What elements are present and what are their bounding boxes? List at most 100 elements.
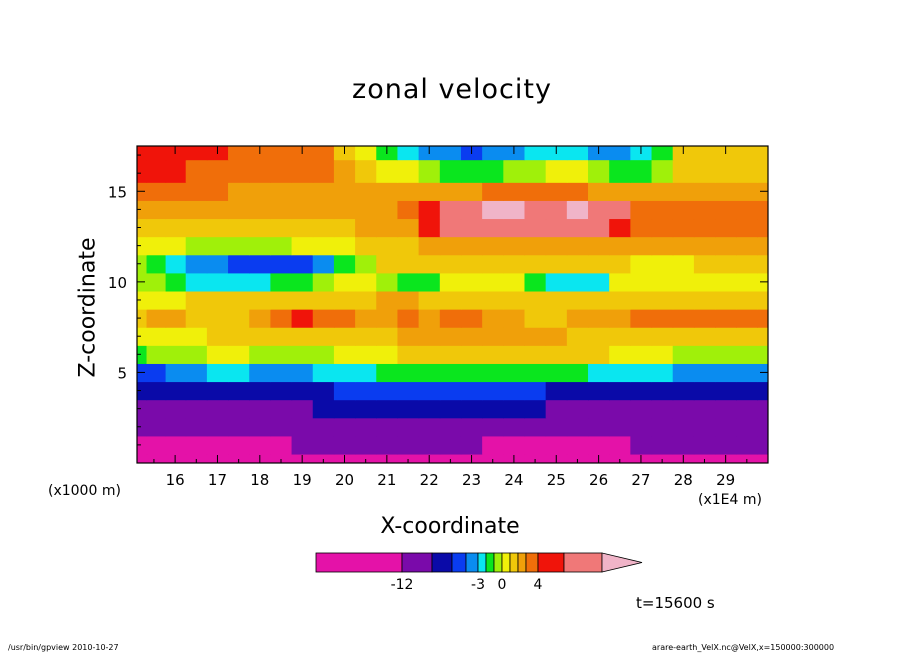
contour-cell	[418, 381, 441, 401]
contour-cell	[355, 363, 377, 383]
contour-cell	[439, 381, 462, 401]
x-tick-label: 17	[208, 471, 227, 489]
contour-cell	[630, 399, 653, 419]
contour-cell	[524, 182, 547, 201]
colorbar-segment	[315, 552, 403, 573]
contour-cell	[185, 236, 208, 256]
contour-cell	[693, 218, 716, 238]
contour-cell	[146, 327, 167, 346]
contour-cell	[651, 309, 674, 328]
contour-cell	[206, 363, 229, 383]
colorbar-tick-label: -3	[471, 577, 485, 593]
contour-cell	[651, 200, 674, 220]
contour-cell	[291, 435, 314, 455]
colorbar-segment	[525, 552, 539, 573]
contour-cell	[376, 182, 399, 201]
contour-cell	[630, 345, 653, 364]
contour-cell	[651, 453, 674, 463]
contour-cell	[588, 254, 610, 274]
colorbar-segment	[509, 552, 519, 573]
contour-cell	[588, 363, 610, 383]
x-unit-label: (x1E4 m)	[698, 492, 762, 508]
contour-fill	[137, 146, 768, 463]
contour-cell	[270, 453, 293, 463]
contour-cell	[291, 417, 314, 437]
contour-cell	[146, 272, 167, 292]
contour-cell	[588, 272, 610, 292]
contour-cell	[439, 417, 462, 437]
contour-cell	[355, 327, 377, 346]
contour-cell	[715, 417, 737, 437]
contour-cell	[460, 417, 483, 437]
contour-cell	[588, 200, 610, 220]
contour-cell	[609, 327, 631, 346]
contour-cell	[630, 327, 653, 346]
contour-cell	[355, 159, 377, 183]
x-tick-label: 23	[462, 471, 481, 489]
contour-cell	[588, 159, 610, 183]
contour-cell	[397, 218, 420, 238]
contour-cell	[693, 399, 716, 419]
contour-cell	[736, 254, 759, 274]
contour-cell	[672, 272, 695, 292]
contour-cell	[206, 254, 229, 274]
contour-cell	[609, 182, 631, 201]
contour-cell	[693, 453, 716, 463]
contour-cell	[206, 200, 229, 220]
contour-cell	[137, 159, 148, 183]
contour-cell	[651, 327, 674, 346]
contour-cell	[291, 236, 314, 256]
contour-cell	[630, 182, 653, 201]
contour-cell	[482, 417, 504, 437]
chart-title: zonal velocity	[352, 74, 552, 105]
contour-cell	[736, 381, 759, 401]
contour-cell	[291, 218, 314, 238]
contour-cell	[736, 272, 759, 292]
contour-cell	[736, 327, 759, 346]
contour-cell	[545, 182, 568, 201]
contour-cell	[291, 272, 314, 292]
contour-cell	[757, 218, 768, 238]
contour-cell	[715, 363, 737, 383]
colorbar-tick-label: 0	[498, 577, 507, 593]
contour-cell	[566, 309, 589, 328]
colorbar-segment	[431, 552, 453, 573]
contour-cell	[545, 363, 568, 383]
contour-cell	[545, 159, 568, 183]
contour-cell	[693, 417, 716, 437]
x-tick-label: 20	[335, 471, 354, 489]
contour-cell	[651, 381, 674, 401]
contour-cell	[439, 309, 462, 328]
contour-cell	[312, 435, 335, 455]
contour-cell	[524, 435, 547, 455]
contour-cell	[566, 146, 589, 161]
contour-cell	[333, 200, 356, 220]
contour-cell	[672, 435, 695, 455]
colorbar-tick-label: -12	[391, 577, 414, 593]
contour-cell	[672, 236, 695, 256]
contour-cell	[397, 146, 420, 161]
contour-cell	[609, 363, 631, 383]
contour-cell	[249, 159, 271, 183]
contour-cell	[376, 290, 399, 310]
contour-cell	[206, 417, 229, 437]
contour-cell	[165, 290, 187, 310]
contour-cell	[165, 146, 187, 161]
contour-cell	[672, 363, 695, 383]
contour-cell	[206, 399, 229, 419]
contour-cell	[524, 200, 547, 220]
contour-cell	[503, 159, 526, 183]
x-tick-label: 24	[504, 471, 523, 489]
contour-cell	[312, 327, 335, 346]
contour-cell	[524, 363, 547, 383]
contour-cell	[757, 381, 768, 401]
contour-cell	[333, 381, 356, 401]
contour-cell	[291, 381, 314, 401]
contour-cell	[757, 290, 768, 310]
contour-cell	[333, 417, 356, 437]
contour-cell	[355, 254, 377, 274]
contour-cell	[355, 200, 377, 220]
contour-cell	[146, 417, 167, 437]
contour-cell	[418, 254, 441, 274]
contour-cell	[524, 345, 547, 364]
